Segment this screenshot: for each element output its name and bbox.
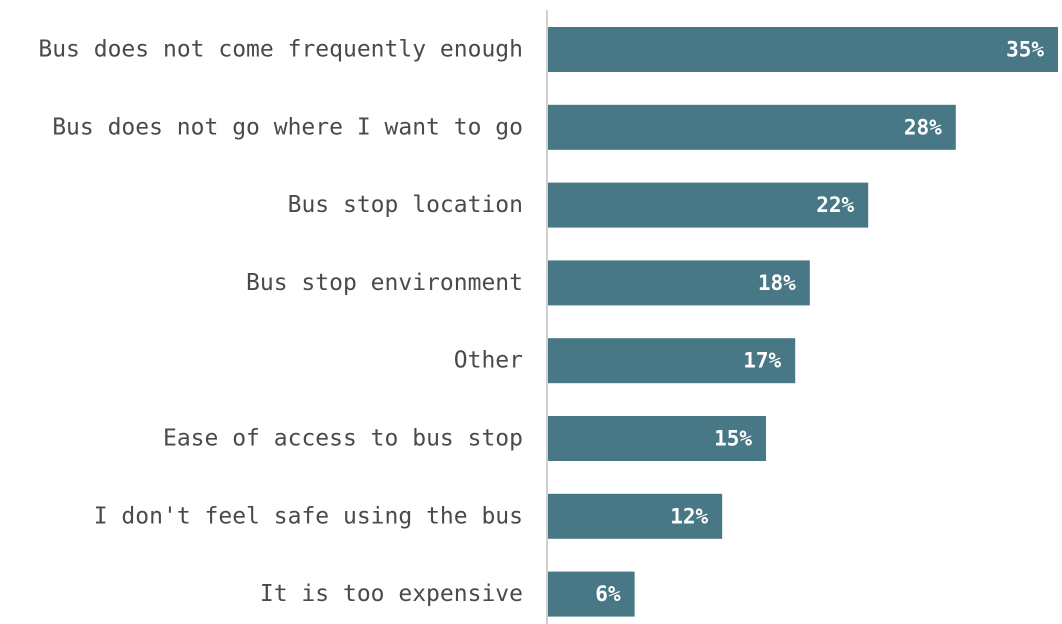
category-label: Bus stop environment bbox=[246, 270, 523, 296]
category-label: Other bbox=[454, 348, 523, 374]
data-label: 35% bbox=[1006, 38, 1044, 62]
bar bbox=[547, 27, 1058, 72]
category-label: Ease of access to bus stop bbox=[163, 426, 523, 452]
value-labels-group: 35% 28% 22% 18% 17% 15% 12% 6% bbox=[595, 38, 1044, 607]
bar bbox=[547, 260, 810, 306]
bar bbox=[547, 104, 956, 150]
category-label: I don't feel safe using the bus bbox=[94, 503, 523, 529]
category-label: It is too expensive bbox=[260, 581, 523, 607]
bar bbox=[547, 182, 869, 228]
bars-group bbox=[547, 27, 1058, 617]
data-label: 17% bbox=[743, 349, 781, 373]
category-label: Bus does not come frequently enough bbox=[38, 37, 523, 63]
category-label: Bus does not go where I want to go bbox=[52, 114, 523, 140]
bar bbox=[547, 571, 635, 617]
bar bbox=[547, 338, 796, 384]
category-label: Bus stop location bbox=[288, 192, 523, 218]
bar bbox=[547, 416, 766, 461]
data-label: 22% bbox=[816, 193, 854, 217]
category-labels-group: Bus does not come frequently enough Bus d… bbox=[38, 37, 523, 608]
data-label: 18% bbox=[758, 271, 796, 295]
data-label: 12% bbox=[670, 504, 708, 528]
data-label: 15% bbox=[714, 427, 752, 451]
data-label: 6% bbox=[595, 582, 621, 606]
data-label: 28% bbox=[904, 115, 942, 139]
bar bbox=[547, 493, 723, 539]
